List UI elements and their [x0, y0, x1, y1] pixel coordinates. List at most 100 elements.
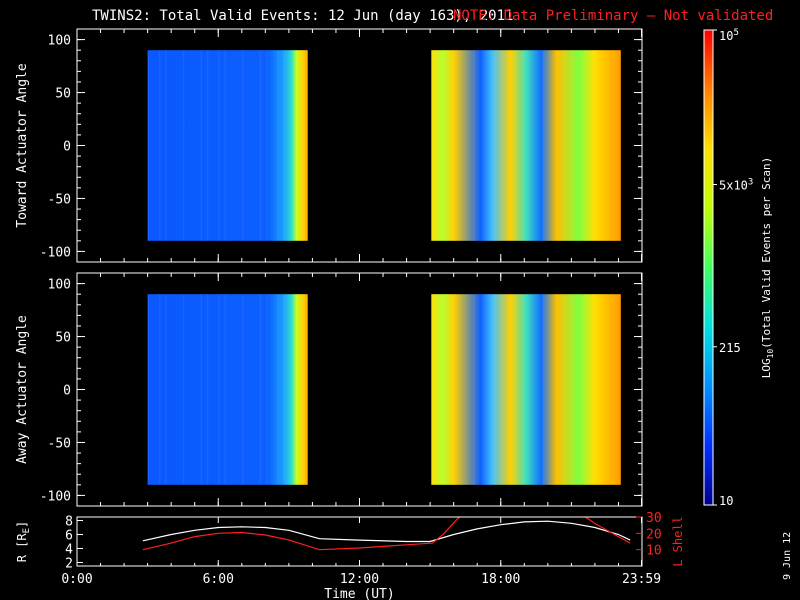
data-streak — [266, 294, 268, 485]
data-streak — [584, 294, 587, 485]
data-streak — [301, 50, 303, 241]
toward-panel: 100 50 0 -50 -100 Toward Actuator Angle — [15, 28, 643, 263]
y-right-tick-label: 10 — [646, 544, 662, 559]
y-axis-label: Away Actuator Angle — [15, 315, 30, 464]
away-panel: 100 50 0 -50 -100 Away Actuator Angle — [15, 272, 643, 507]
y-tick-label: 100 — [48, 34, 71, 49]
data-streak — [431, 294, 433, 485]
data-streak — [218, 50, 220, 241]
y-left-axis-label: R [RE] — [15, 521, 32, 563]
data-streak — [200, 294, 202, 485]
data-streak — [200, 50, 202, 241]
data-streak — [158, 50, 161, 241]
data-streak — [514, 294, 517, 485]
y-tick-label: 8 — [65, 515, 73, 530]
data-streak — [592, 50, 594, 241]
data-streak — [206, 294, 209, 485]
data-band — [431, 50, 621, 241]
plot-frame — [76, 516, 643, 567]
data-streak — [224, 50, 226, 241]
y-tick-label: -100 — [40, 489, 71, 504]
data-streak — [147, 50, 150, 241]
data-streak — [501, 50, 503, 241]
x-tick-label: 23:59 — [622, 572, 661, 587]
data-streak — [266, 50, 268, 241]
data-streak — [283, 294, 286, 485]
data-streak — [452, 294, 454, 485]
data-streak — [277, 50, 279, 241]
data-streak — [444, 50, 447, 241]
data-streak — [584, 50, 587, 241]
y-tick-label: 100 — [48, 278, 71, 293]
y-tick-label: -100 — [40, 245, 71, 260]
data-streak — [206, 50, 209, 241]
data-band — [431, 294, 621, 485]
data-streak — [493, 294, 496, 485]
y-tick-label: 4 — [65, 543, 73, 558]
colorbar: 10 215 5x103 105 LOG10(Total Valid Events pe… — [703, 28, 775, 508]
y-tick-label: -50 — [48, 192, 71, 207]
lshell-series-line — [142, 517, 461, 551]
data-streak — [493, 50, 496, 241]
data-streak — [218, 294, 220, 485]
chart-title: TWINS2: Total Valid Events: 12 Jun (day … — [92, 8, 513, 24]
y-tick-label: 50 — [55, 87, 71, 102]
data-streak — [522, 50, 524, 241]
y-axis-label: Toward Actuator Angle — [15, 63, 30, 228]
x-tick-label: 18:00 — [481, 572, 520, 587]
data-streak — [592, 294, 594, 485]
data-streak — [543, 294, 545, 485]
x-tick-label: 0:00 — [61, 572, 92, 587]
y-right-tick-label: 30 — [646, 511, 662, 526]
data-streak — [613, 294, 615, 485]
data-streak — [182, 50, 185, 241]
data-streak — [242, 294, 244, 485]
data-streak — [444, 294, 447, 485]
data-streak — [158, 294, 161, 485]
preliminary-note: NOTE: Data Preliminary – Not validated — [453, 8, 773, 24]
data-streak — [472, 50, 475, 241]
data-streak — [522, 294, 524, 485]
colorbar-label: LOG10(Total Valid Events per Scan) — [760, 157, 775, 379]
y-tick-label: 0 — [63, 384, 71, 399]
y-tick-label: 0 — [63, 140, 71, 155]
data-streak — [242, 50, 244, 241]
data-streak — [147, 294, 150, 485]
x-axis-label: Time (UT) — [324, 587, 394, 600]
data-streak — [452, 50, 454, 241]
data-streak — [563, 294, 566, 485]
r-series-line — [142, 520, 631, 543]
data-streak — [514, 50, 517, 241]
data-streak — [472, 294, 475, 485]
y-tick-label: 2 — [65, 557, 73, 572]
data-streak — [165, 50, 167, 241]
data-streak — [613, 50, 615, 241]
colorbar-tick-label: 215 — [719, 341, 741, 355]
colorbar-tick-label: 5x103 — [719, 177, 753, 192]
data-streak — [501, 294, 503, 485]
data-band — [147, 294, 308, 485]
data-streak — [283, 50, 286, 241]
date-stamp: 9 Jun 12 — [782, 532, 793, 580]
lshell-series-line — [584, 517, 631, 544]
colorbar-tick-label: 105 — [719, 28, 739, 43]
x-tick-label: 12:00 — [340, 572, 379, 587]
data-streak — [259, 294, 262, 485]
data-streak — [571, 294, 574, 485]
y-tick-label: 6 — [65, 529, 73, 544]
colorbar-scale — [703, 29, 714, 506]
data-streak — [571, 50, 574, 241]
y-right-tick-label: 20 — [646, 527, 662, 542]
data-streak — [224, 294, 226, 485]
data-streak — [277, 294, 279, 485]
x-tick-label: 6:00 — [203, 572, 234, 587]
data-streak — [165, 294, 167, 485]
data-streak — [563, 50, 566, 241]
y-right-axis-label: L Shell — [671, 516, 685, 567]
y-tick-label: 50 — [55, 331, 71, 346]
data-streak — [259, 50, 262, 241]
data-streak — [182, 294, 185, 485]
data-band — [147, 50, 308, 241]
colorbar-tick-label: 10 — [719, 494, 733, 508]
